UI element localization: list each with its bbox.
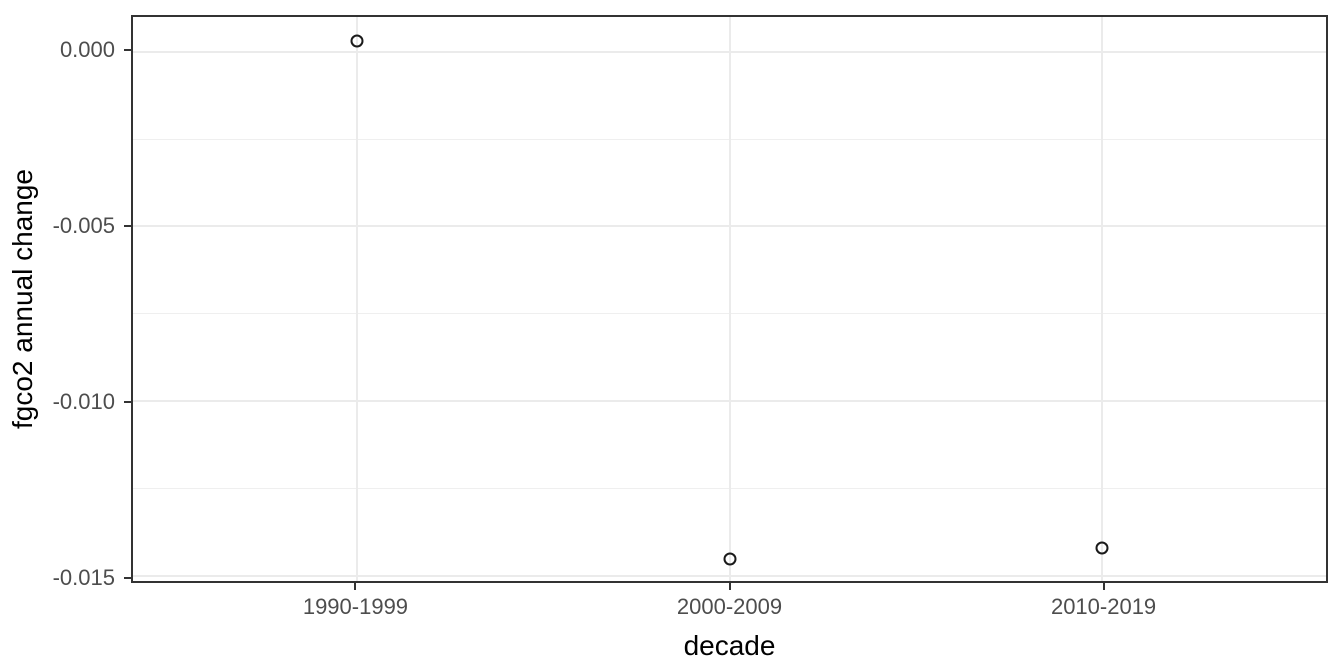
major-gridline-vertical xyxy=(728,17,731,581)
y-tick-mark xyxy=(124,401,131,403)
y-tick-label: -0.010 xyxy=(52,389,115,414)
y-tick-mark xyxy=(124,224,131,227)
y-axis: 0.000 -0.005 -0.010 -0.015 xyxy=(0,15,131,590)
x-tick-label: 1990-1999 xyxy=(302,594,409,619)
y-axis-title-area: fgco2 annual change xyxy=(0,15,46,583)
x-tick-mark xyxy=(354,583,357,590)
major-gridline-vertical xyxy=(355,17,358,581)
y-axis-title: fgco2 annual change xyxy=(7,169,38,429)
y-tick-mark xyxy=(124,577,131,580)
y-tick-label: -0.005 xyxy=(52,212,115,238)
x-tick-label: 2000-2009 xyxy=(676,594,783,619)
plot-panel xyxy=(131,15,1328,583)
data-point xyxy=(1095,541,1109,555)
x-axis: 1990-1999 2000-2009 2010-2019 xyxy=(131,583,1328,643)
y-tick-label: 0.000 xyxy=(59,36,115,62)
data-point xyxy=(723,552,736,566)
y-tick-label: -0.015 xyxy=(52,565,115,591)
x-tick-mark xyxy=(1102,583,1105,590)
y-tick-mark xyxy=(124,48,131,51)
x-tick-mark xyxy=(728,583,731,590)
x-axis-title: decade xyxy=(683,630,776,661)
major-gridline-vertical xyxy=(1101,17,1104,581)
data-point xyxy=(350,34,364,48)
x-tick-label: 2010-2019 xyxy=(1050,594,1157,619)
